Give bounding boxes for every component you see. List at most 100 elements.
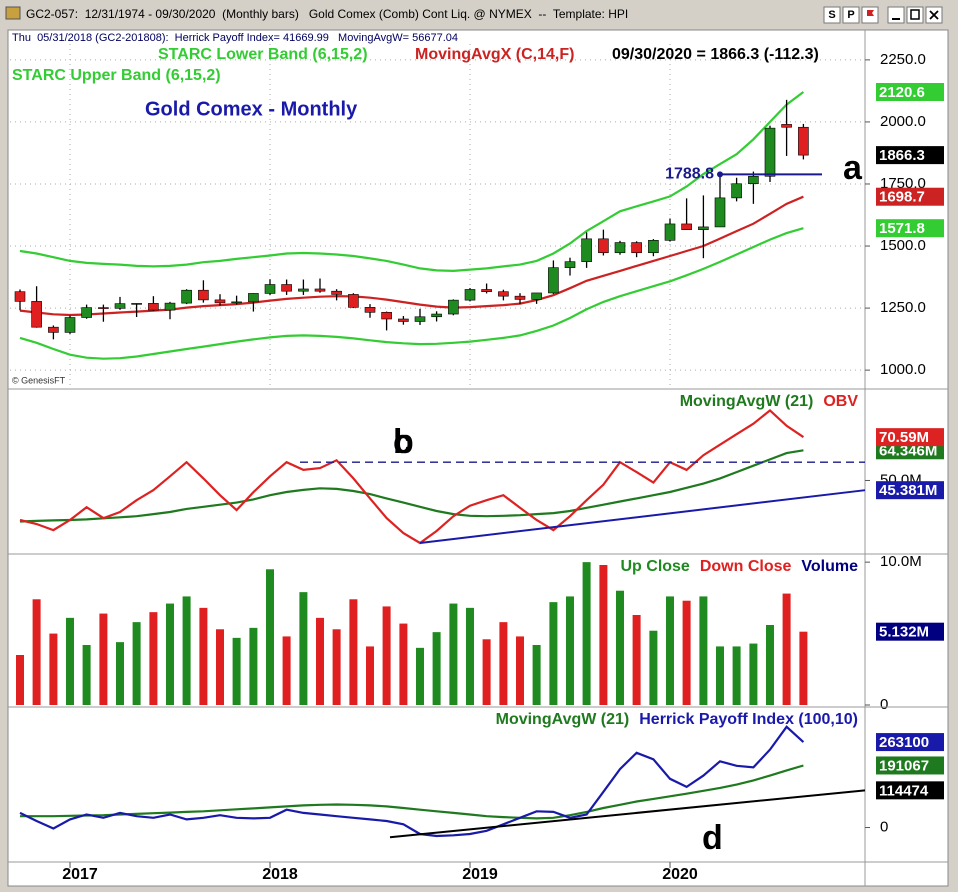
volume-bar bbox=[699, 596, 708, 705]
volume-bar bbox=[49, 633, 58, 705]
legend-entry: Up Close bbox=[620, 558, 689, 575]
series-end-label: 1698.7 bbox=[879, 189, 925, 206]
series-line bbox=[19, 91, 805, 273]
x-tick-label: 2018 bbox=[262, 866, 298, 883]
candle-body bbox=[231, 301, 242, 304]
series-end-label-box bbox=[876, 733, 944, 752]
trend-end-label-box bbox=[876, 781, 944, 800]
y-tick-label: 2000.0 bbox=[880, 113, 926, 130]
candle-body bbox=[531, 292, 542, 300]
legend: Up Close Down Close Volume bbox=[620, 558, 858, 575]
candle-body bbox=[414, 316, 426, 322]
series-end-label-box bbox=[876, 187, 944, 206]
volume-bar bbox=[766, 625, 774, 705]
volume-bar bbox=[216, 629, 224, 705]
annotation: a bbox=[843, 149, 863, 187]
volume-bar bbox=[299, 592, 308, 705]
button[interactable] bbox=[842, 6, 860, 24]
volume-bar bbox=[566, 596, 574, 705]
candle-body bbox=[598, 238, 609, 254]
volume-bar bbox=[99, 613, 108, 705]
button[interactable] bbox=[823, 6, 841, 24]
volume-bar bbox=[32, 599, 41, 705]
y-tick-label: 1500.0 bbox=[880, 237, 926, 254]
candle-body bbox=[14, 291, 26, 302]
x-tick-label: 2020 bbox=[662, 866, 698, 883]
trend-line bbox=[389, 789, 866, 839]
candle-body bbox=[548, 267, 559, 294]
candle-body bbox=[98, 307, 109, 309]
volume-bar bbox=[382, 606, 391, 705]
volume-bar bbox=[116, 642, 124, 705]
volume-bar bbox=[682, 600, 691, 705]
volume-bar bbox=[532, 645, 541, 705]
candle-body bbox=[114, 303, 126, 309]
candle-body bbox=[498, 291, 509, 297]
series-end-label-box bbox=[876, 622, 944, 641]
series-end-label-box bbox=[876, 83, 944, 102]
credit: © GenesisFT bbox=[12, 375, 66, 385]
volume-bar bbox=[149, 612, 158, 705]
button-label[interactable]: S bbox=[828, 9, 835, 21]
volume-bar bbox=[516, 636, 524, 705]
volume-bar bbox=[166, 603, 174, 705]
series-line bbox=[20, 764, 804, 820]
volume-bar bbox=[449, 603, 458, 705]
volume-bar bbox=[582, 562, 591, 705]
volume-bar bbox=[132, 622, 141, 705]
candle-body bbox=[464, 289, 476, 301]
volume-bar bbox=[66, 617, 74, 705]
candle-body bbox=[298, 288, 309, 292]
candle-body bbox=[248, 293, 259, 303]
volume-bar bbox=[782, 593, 791, 705]
candle-body bbox=[731, 183, 742, 199]
legend-entry: OBV bbox=[823, 393, 858, 410]
window-icon bbox=[5, 6, 21, 20]
y-tick-label: 1000.0 bbox=[880, 361, 926, 378]
series-end-label: 263100 bbox=[879, 734, 929, 751]
y-tick-label: 2250.0 bbox=[880, 51, 926, 68]
series-line bbox=[19, 725, 805, 838]
title-bar bbox=[0, 0, 958, 28]
candle-body bbox=[348, 294, 359, 308]
volume-bar bbox=[649, 630, 658, 705]
candle-body bbox=[614, 242, 626, 254]
volume-bar bbox=[16, 655, 24, 705]
candle-body bbox=[48, 326, 59, 333]
last-price-label-box bbox=[876, 146, 944, 165]
volume-bar bbox=[499, 622, 508, 705]
y-tick-label: 0 bbox=[880, 696, 888, 713]
series-line bbox=[19, 195, 804, 317]
level-dot bbox=[717, 171, 723, 178]
x-tick-label: 2019 bbox=[462, 866, 498, 883]
volume-bar bbox=[749, 643, 758, 705]
trend-end-label: 45.381M bbox=[879, 482, 937, 499]
button-label[interactable]: P bbox=[847, 9, 854, 21]
series-end-label-box bbox=[876, 219, 944, 238]
candle-body bbox=[148, 303, 159, 311]
y-axis-title: Volume bbox=[801, 558, 858, 575]
info-line: Thu 05/31/2018 (GC2-201808): Herrick Pay… bbox=[12, 32, 458, 44]
volume-bar bbox=[399, 623, 408, 705]
volume-bar bbox=[549, 602, 558, 705]
volume-bar bbox=[349, 599, 358, 705]
volume-bar bbox=[632, 615, 641, 705]
volume-bar bbox=[599, 565, 608, 705]
x-tick-label: 2017 bbox=[62, 866, 98, 883]
candle-body bbox=[481, 289, 492, 292]
candle-body bbox=[581, 238, 592, 262]
volume-bar bbox=[182, 596, 191, 705]
trend-line bbox=[419, 489, 866, 544]
maximize-icon bbox=[910, 9, 920, 20]
candle-body bbox=[381, 312, 392, 320]
legend-entry: STARC Upper Band (6,15,2) bbox=[12, 67, 221, 84]
minimize-button[interactable] bbox=[887, 6, 905, 24]
candle-body bbox=[564, 261, 576, 268]
trend-end-label-box bbox=[876, 481, 944, 500]
candle-body bbox=[714, 197, 726, 228]
annotation: c bbox=[393, 423, 412, 461]
volume-bar bbox=[266, 569, 274, 705]
candle-body bbox=[281, 284, 292, 292]
legend-entry: Down Close bbox=[700, 558, 792, 575]
